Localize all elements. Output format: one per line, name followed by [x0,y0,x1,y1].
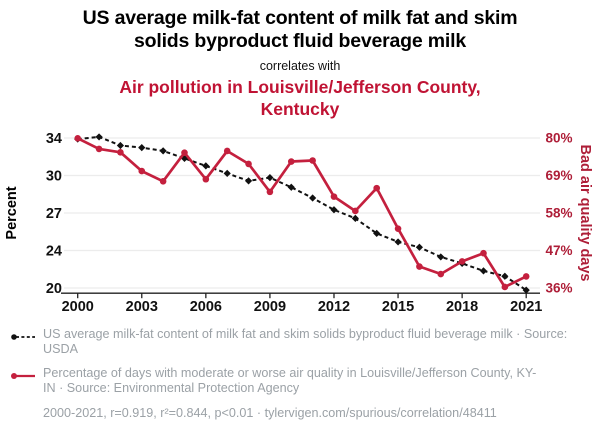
x-axis-tick-label: 2021 [510,299,542,315]
circle-marker [95,145,103,153]
diamond-marker [266,174,274,182]
chart-legend: US average milk-fat content of milk fat … [10,327,592,420]
circle-marker [159,177,167,185]
diamond-marker [373,229,381,237]
diamond-marker [244,177,253,185]
diamond-marker [501,272,509,280]
y-axis-right-tick-label: 36% [546,281,573,296]
circle-marker [394,225,402,232]
air-quality-line [77,137,527,289]
x-axis-tick-label: 2006 [190,299,222,315]
chart-header: US average milk-fat content of milk fat … [0,7,600,121]
circle-marker [480,249,487,257]
milk-fat-line [77,135,527,291]
circle-marker [522,273,530,280]
diamond-marker [116,141,125,150]
circle-marker [138,167,146,175]
y-axis-right-tick-label: 69% [546,168,573,183]
y-axis-right-tick-label: 47% [546,243,573,258]
diamond-marker [415,243,424,251]
circle-marker [117,149,124,156]
legend-label: US average milk-fat content of milk fat … [43,327,568,357]
diamond-marker [202,162,210,170]
circle-marker [501,283,509,291]
diamond-marker [138,144,146,152]
circle-marker [437,270,445,278]
x-axis-tick-label: 2018 [446,299,478,315]
circle-marker [181,149,188,156]
circle-marker [287,158,295,165]
circle-marker [245,160,252,168]
legend-item-air-quality: Percentage of days with moderate or wors… [10,366,592,397]
circle-marker [309,157,316,164]
x-axis-tick-label: 2009 [254,299,286,315]
circle-marker [202,175,210,183]
circle-marker [373,184,381,192]
diamond-marker [437,253,445,261]
correlates-with-label: correlates with [259,58,341,73]
diamond-marker [522,286,530,294]
diamond-marker [330,206,338,214]
y-axis-right-tick-label: 80% [546,131,573,146]
x-axis-tick-label: 2003 [126,299,158,315]
circle-marker [74,135,81,142]
dashed-black-series-icon [11,334,35,340]
diamond-marker [287,183,295,191]
diamond-marker [159,147,167,155]
y-axis-left-tick-label: 34 [46,131,62,147]
y-axis-left-title: Percent [4,186,20,239]
circle-marker [416,263,423,270]
y-axis-right-title: Bad air quality days [577,145,593,282]
x-axis-tick-label: 2012 [318,299,350,315]
x-axis-tick-label: 2000 [62,299,94,315]
circle-marker [352,207,359,215]
diamond-marker [223,169,231,177]
diamond-marker [479,267,488,275]
diamond-marker [394,238,402,246]
page-title: US average milk-fat content of milk fat … [82,7,518,53]
legend-label: Percentage of days with moderate or wors… [43,365,537,396]
x-axis-tick-label: 2015 [382,299,414,315]
legend-item-milk-fat: US average milk-fat content of milk fat … [10,327,592,358]
y-axis-left-tick-label: 30 [46,169,62,185]
circle-marker [330,193,338,200]
diamond-marker [95,133,103,141]
footer-stats: 2000-2021, r=0.919, r²=0.844, p<0.01 · t… [43,406,497,421]
secondary-title: Air pollution in Louisville/Jefferson Co… [119,76,481,119]
circle-marker [458,258,466,265]
circle-marker [223,147,231,155]
y-axis-left-tick-label: 24 [46,244,62,260]
y-axis-left-tick-label: 20 [46,281,62,297]
diamond-marker [351,214,359,222]
y-axis-right-tick-label: 58% [546,206,573,221]
solid-red-series-icon [11,372,35,379]
diamond-marker [309,194,317,202]
circle-marker [266,188,274,196]
y-axis-left-tick-label: 27 [46,206,62,222]
